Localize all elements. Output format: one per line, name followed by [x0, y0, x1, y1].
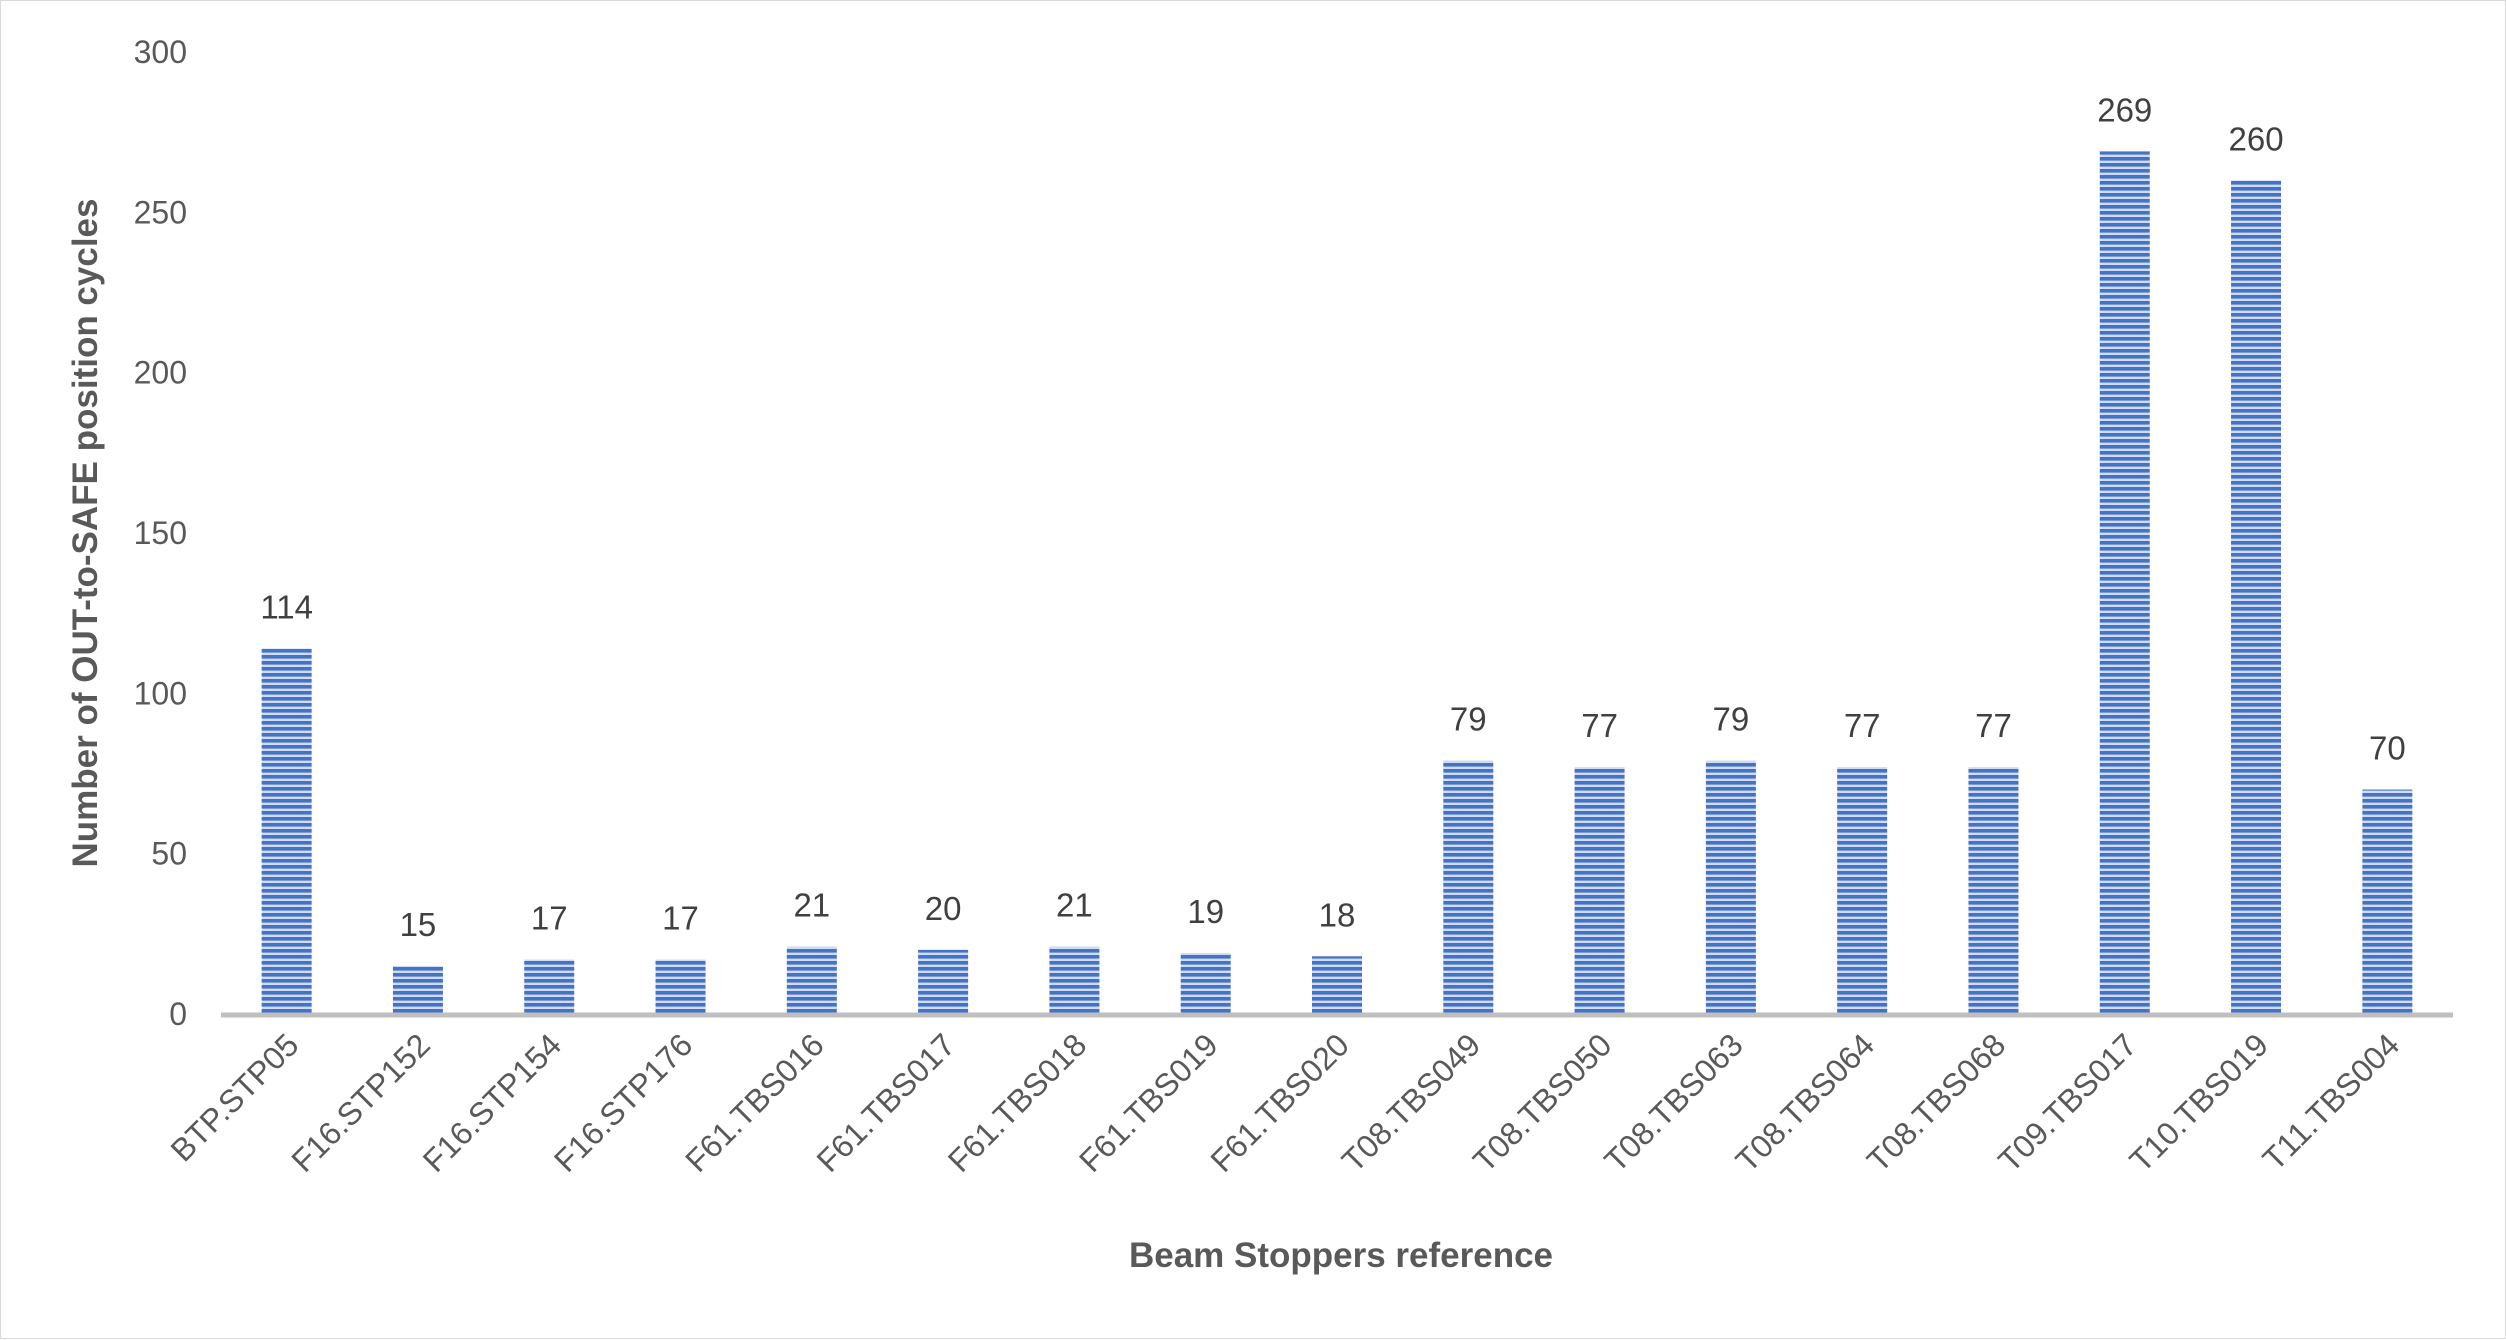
data-label: 77	[1581, 707, 1618, 744]
data-label: 21	[1056, 887, 1093, 924]
bar	[1574, 767, 1625, 1014]
data-label: 21	[793, 887, 830, 924]
data-label: 18	[1319, 896, 1356, 933]
y-tick-label: 150	[134, 515, 187, 551]
y-tick-label: 0	[169, 996, 187, 1032]
data-label: 77	[1844, 707, 1881, 744]
bar	[1837, 767, 1888, 1014]
y-axis-ticks: 0 50 100 150 200 250 300	[134, 34, 187, 1032]
y-tick-label: 250	[134, 194, 187, 230]
data-label: 19	[1187, 893, 1224, 930]
data-label: 269	[2097, 91, 2152, 128]
x-tick-label: T08.TBS050	[1466, 1026, 1618, 1178]
bar	[786, 946, 837, 1014]
x-tick-label: F61.TBS016	[678, 1026, 830, 1178]
data-labels: 114 15 17 17 21 20 21 19 18 79 77 79 77 77 269 260 70	[260, 91, 2405, 942]
bar	[2231, 180, 2282, 1014]
x-tick-label: F61.TBS017	[810, 1026, 962, 1178]
data-label: 77	[1975, 707, 2012, 744]
x-tick-label: F16.STP176	[547, 1026, 699, 1178]
bar	[655, 959, 706, 1014]
x-tick-label: T08.TBS063	[1597, 1026, 1749, 1178]
x-tick-label: T09.TBS017	[1991, 1026, 2143, 1178]
bar	[392, 965, 443, 1014]
bar	[1705, 760, 1756, 1014]
data-label: 70	[2369, 730, 2406, 767]
x-tick-label: F61.TBS019	[1072, 1026, 1224, 1178]
data-label: 260	[2229, 120, 2284, 157]
data-label: 79	[1713, 701, 1750, 738]
x-tick-label: BTP.STP05	[164, 1026, 306, 1168]
y-tick-label: 200	[134, 355, 187, 391]
y-tick-label: 100	[134, 675, 187, 711]
bar	[1443, 760, 1494, 1014]
data-label: 114	[260, 588, 313, 625]
bar	[2362, 789, 2413, 1014]
x-axis-ticks: BTP.STP05F16.STP152F16.STP154F16.STP176F…	[164, 1026, 2407, 1178]
y-tick-label: 300	[134, 34, 187, 70]
x-tick-label: T11.TBS004	[2255, 1026, 2406, 1177]
data-label: 15	[400, 906, 437, 943]
bar	[1312, 956, 1362, 1014]
y-axis-title: Number of OUT-to-SAFE position cycles	[66, 199, 105, 868]
bar	[2099, 151, 2150, 1014]
data-label: 17	[662, 899, 699, 936]
x-tick-label: T10.TBS019	[2123, 1026, 2275, 1178]
bar	[918, 949, 969, 1014]
bar	[1180, 953, 1231, 1014]
x-tick-label: T08.TBS064	[1729, 1026, 1881, 1178]
bar	[261, 648, 312, 1014]
data-label: 17	[531, 899, 568, 936]
bar	[524, 959, 575, 1014]
x-tick-label: F16.STP152	[284, 1026, 436, 1178]
data-label: 79	[1450, 701, 1487, 738]
x-tick-label: F16.STP154	[416, 1026, 568, 1178]
x-tick-label: F61.TBS018	[941, 1026, 1093, 1178]
bar	[1968, 767, 2019, 1014]
bars	[261, 151, 2413, 1014]
x-tick-label: T08.TBS068	[1860, 1026, 2012, 1178]
x-tick-label: T08.TBS049	[1335, 1026, 1487, 1178]
data-label: 20	[925, 890, 962, 927]
x-tick-label: F61.TBS020	[1203, 1026, 1355, 1178]
bar	[1049, 946, 1100, 1014]
x-axis-title: Beam Stoppers reference	[1129, 1236, 1553, 1275]
y-tick-label: 50	[151, 836, 187, 872]
